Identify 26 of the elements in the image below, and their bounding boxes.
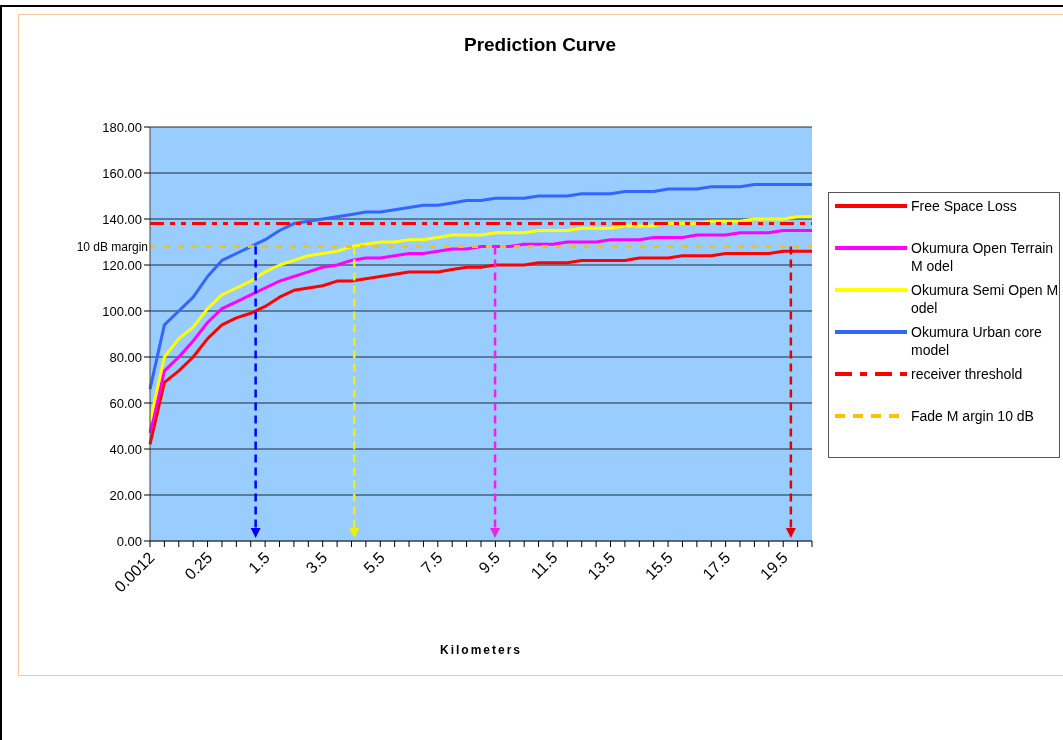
y-tick-label: 120.00 — [102, 257, 142, 273]
legend-label: Okumura Open Terrain M odel — [911, 239, 1055, 275]
legend-label: receiver threshold — [911, 365, 1023, 383]
y-tick-label: 100.00 — [102, 303, 142, 319]
x-tick-label: 9.5 — [475, 548, 504, 577]
x-tick-label: 5.5 — [360, 548, 389, 577]
legend-label: Free Space Loss — [911, 197, 1017, 215]
legend-label: Okumura Urban core model — [911, 323, 1043, 359]
text: 10 dB margin — [76, 239, 148, 254]
legend-label: Okumura Semi Open M odel — [911, 281, 1059, 317]
y-tick-label: 160.00 — [102, 165, 142, 181]
chart-title: Prediction Curve — [462, 34, 617, 56]
x-tick-label: 7.5 — [417, 548, 446, 577]
x-tick-label: 11.5 — [527, 548, 561, 582]
y-tick-label: 180.00 — [102, 119, 142, 135]
x-tick-label: 0.25 — [181, 548, 216, 583]
y-tick-label: 140.00 — [102, 211, 142, 227]
y-tick-label: 60.00 — [109, 395, 142, 411]
y-tick-label: 40.00 — [109, 441, 142, 457]
legend-label: Fade M argin 10 dB — [911, 407, 1034, 425]
y-tick-label: 20.00 — [109, 487, 142, 503]
y-tick-label: 0.00 — [116, 533, 142, 549]
x-tick-label: 3.5 — [302, 548, 331, 577]
x-tick-label: 1.5 — [245, 548, 273, 577]
y-tick-label: 80.00 — [109, 349, 142, 365]
x-axis-title: Kilometers — [439, 643, 523, 657]
